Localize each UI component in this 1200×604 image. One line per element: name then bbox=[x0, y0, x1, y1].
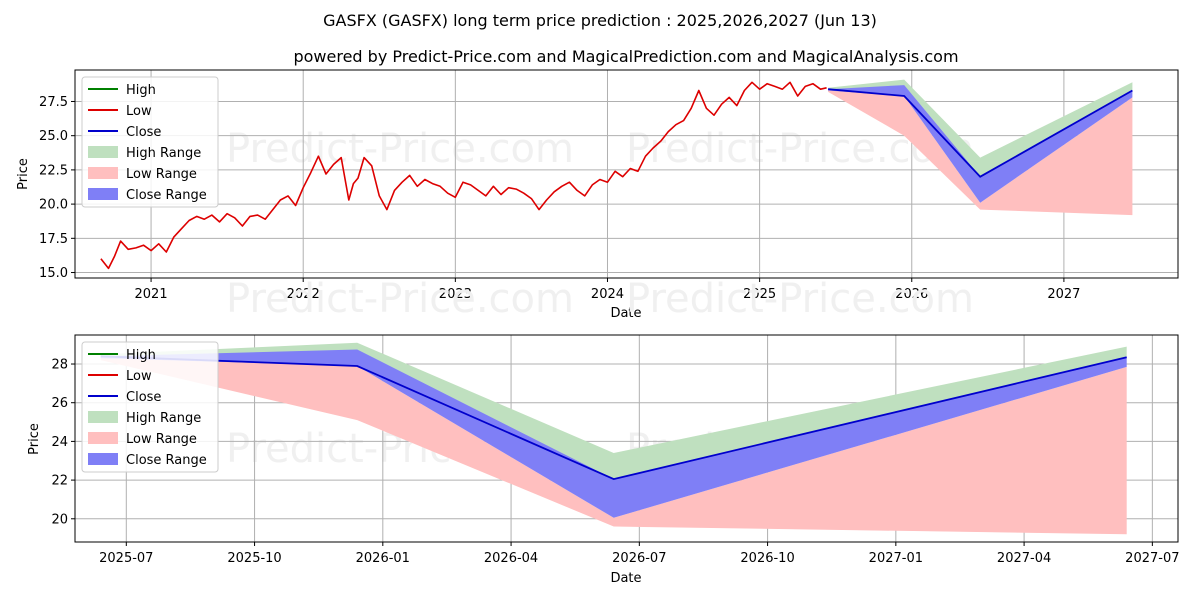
top-y-axis-label: Price bbox=[16, 158, 31, 190]
bottom-plot-frame bbox=[74, 334, 1179, 543]
top-y-tick-label: 17.5 bbox=[39, 232, 68, 247]
legend-low-range-swatch bbox=[88, 432, 118, 444]
top-x-tick-label: 2027 bbox=[1047, 287, 1080, 302]
top-close-range-band bbox=[828, 85, 1133, 203]
bottom-y-axis-label: Price bbox=[27, 423, 42, 455]
bottom-x-tick-label: 2027-04 bbox=[997, 551, 1051, 566]
legend-high-label: High bbox=[126, 83, 156, 98]
legend-close-range-swatch bbox=[88, 453, 118, 465]
bottom-close-range-band bbox=[100, 349, 1127, 518]
chart-title: GASFX (GASFX) long term price prediction… bbox=[323, 11, 877, 30]
bottom-x-tick-label: 2026-07 bbox=[612, 551, 666, 566]
top-y-tick-label: 22.5 bbox=[39, 163, 68, 178]
legend-close-label: Close bbox=[126, 390, 161, 405]
top-legend: High Low Close High Range Low Range Clos… bbox=[81, 76, 219, 208]
top-x-tick-label: 2022 bbox=[287, 287, 320, 302]
bottom-x-tick-label: 2025-10 bbox=[227, 551, 281, 566]
history-and-forecast-panel: Predict-Price.com Predict-Price.com 2021… bbox=[16, 69, 1179, 322]
top-x-axis-label: Date bbox=[610, 306, 641, 321]
bottom-x-tick-label: 2026-04 bbox=[484, 551, 538, 566]
bottom-legend: High Low Close High Range Low Range Clos… bbox=[81, 341, 219, 473]
legend-close-range-label: Close Range bbox=[126, 188, 207, 203]
bottom-x-tick-label: 2026-10 bbox=[740, 551, 794, 566]
top-plot-frame bbox=[74, 69, 1179, 279]
bottom-x-tick-label: 2026-01 bbox=[356, 551, 410, 566]
top-x-tick-label: 2021 bbox=[135, 287, 168, 302]
top-x-tick-label: 2026 bbox=[895, 287, 928, 302]
bottom-y-tick-label: 24 bbox=[51, 435, 68, 450]
top-y-tick-label: 20.0 bbox=[39, 198, 68, 213]
legend-close-label: Close bbox=[126, 125, 161, 140]
bottom-y-tick-label: 22 bbox=[51, 474, 68, 489]
legend-high-range-swatch bbox=[88, 411, 118, 423]
legend-high-label: High bbox=[126, 348, 156, 363]
top-watermark-1: Predict-Price.com bbox=[226, 126, 574, 172]
bottom-y-tick-label: 28 bbox=[51, 358, 68, 373]
bottom-x-tick-label: 2027-07 bbox=[1125, 551, 1179, 566]
top-low-range-band bbox=[828, 89, 1133, 216]
bottom-x-tick-label: 2027-01 bbox=[869, 551, 923, 566]
mid-watermark-1: Predict-Price.com bbox=[226, 276, 574, 322]
bottom-y-tick-label: 26 bbox=[51, 396, 68, 411]
top-y-tick-label: 15.0 bbox=[39, 266, 68, 281]
bottom-low-range-band bbox=[100, 356, 1127, 535]
top-y-tick-label: 27.5 bbox=[39, 95, 68, 110]
chart-subtitle: powered by Predict-Price.com and Magical… bbox=[293, 47, 958, 66]
mid-watermark-2: Predict-Price.com bbox=[626, 276, 974, 322]
top-y-tick-label: 25.0 bbox=[39, 129, 68, 144]
legend-high-range-label: High Range bbox=[126, 146, 201, 161]
top-x-tick-label: 2025 bbox=[743, 287, 776, 302]
forecast-zoom-panel: Predict-Price.com Predict-Price.com 2025… bbox=[27, 334, 1180, 586]
top-close-forecast-line bbox=[828, 88, 1133, 178]
legend-low-range-label: Low Range bbox=[126, 432, 197, 447]
bottom-x-axis-label: Date bbox=[610, 571, 641, 586]
legend-low-range-label: Low Range bbox=[126, 167, 197, 182]
top-low-history-line bbox=[100, 81, 827, 270]
bottom-y-tick-label: 20 bbox=[51, 512, 68, 527]
top-x-tick-label: 2024 bbox=[591, 287, 624, 302]
legend-close-range-label: Close Range bbox=[126, 453, 207, 468]
legend-high-range-label: High Range bbox=[126, 411, 201, 426]
top-x-tick-label: 2023 bbox=[439, 287, 472, 302]
legend-low-label: Low bbox=[126, 369, 152, 384]
bottom-close-forecast-line bbox=[100, 355, 1127, 481]
bottom-x-tick-label: 2025-07 bbox=[99, 551, 153, 566]
legend-low-label: Low bbox=[126, 104, 152, 119]
legend-low-range-swatch bbox=[88, 167, 118, 179]
legend-close-range-swatch bbox=[88, 188, 118, 200]
legend-high-range-swatch bbox=[88, 146, 118, 158]
